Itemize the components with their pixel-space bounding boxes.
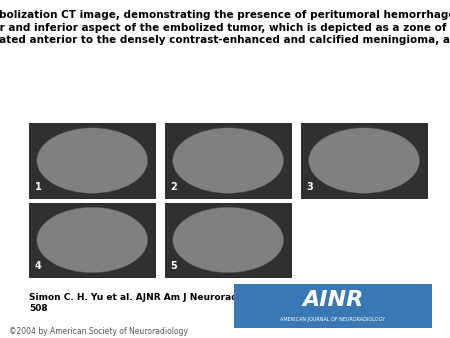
Text: 2: 2 <box>171 182 177 192</box>
Ellipse shape <box>173 128 284 193</box>
Text: Simon C. H. Yu et al. AJNR Am J Neuroradiol 2004;25:506-
508: Simon C. H. Yu et al. AJNR Am J Neurorad… <box>29 293 320 313</box>
Bar <box>301 123 427 198</box>
Bar <box>234 284 432 328</box>
Bar <box>165 123 291 198</box>
Ellipse shape <box>173 207 284 273</box>
Ellipse shape <box>309 128 419 193</box>
Text: ©2004 by American Society of Neuroradiology: ©2004 by American Society of Neuroradiol… <box>9 327 188 336</box>
Text: 3: 3 <box>306 182 313 192</box>
Bar <box>29 123 155 198</box>
Text: AMERICAN JOURNAL OF NEURORADIOLOGY: AMERICAN JOURNAL OF NEURORADIOLOGY <box>280 317 386 322</box>
Text: 5: 5 <box>171 261 177 271</box>
Ellipse shape <box>37 207 148 273</box>
Text: Postembolization CT image, demonstrating the presence of peritumoral hemorrhage : Postembolization CT image, demonstrating… <box>0 10 450 45</box>
Text: 4: 4 <box>35 261 41 271</box>
Text: AINR: AINR <box>302 290 364 310</box>
Bar <box>29 203 155 277</box>
Text: 1: 1 <box>35 182 41 192</box>
Ellipse shape <box>37 128 148 193</box>
Bar <box>165 203 291 277</box>
